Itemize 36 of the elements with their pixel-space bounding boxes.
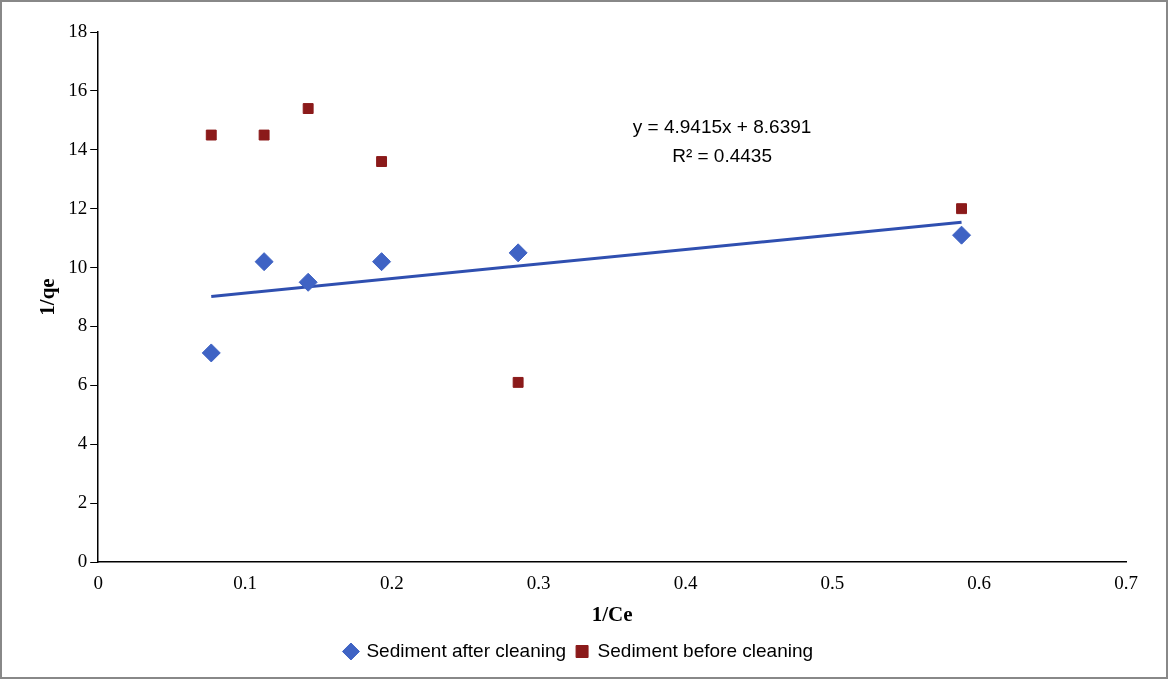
point: [508, 243, 528, 263]
y-tick-label: 2: [77, 491, 88, 513]
y-tick-label: 16: [68, 78, 88, 100]
y-tick-label: 6: [77, 373, 88, 395]
point: [205, 129, 217, 141]
x-axis-title: 1/Ce: [591, 601, 633, 626]
legend-label: Sediment before cleaning: [597, 639, 814, 661]
x-tick-label: 0.7: [1114, 572, 1138, 594]
annotation: y = 4.9415x + 8.6391: [632, 115, 812, 137]
point: [254, 252, 274, 272]
y-tick-label: 4: [77, 432, 88, 454]
point: [201, 343, 221, 363]
y-tick-label: 0: [77, 549, 88, 571]
y-tick-label: 8: [77, 314, 88, 336]
x-tick-label: 0.3: [526, 572, 551, 594]
point: [298, 272, 318, 292]
point: [512, 376, 524, 388]
x-tick-label: 0: [93, 572, 103, 594]
annotation: R² = 0.4435: [672, 144, 772, 166]
x-tick-label: 0.4: [673, 572, 698, 594]
point: [956, 203, 967, 215]
x-tick-label: 0.1: [233, 572, 257, 594]
y-axis-title: 1/qe: [35, 278, 60, 316]
point: [952, 225, 972, 245]
legend-label: Sediment after cleaning: [366, 639, 567, 661]
y-tick-label: 14: [68, 137, 88, 159]
x-tick-label: 0.6: [967, 572, 992, 594]
point: [376, 156, 388, 168]
y-tick-label: 12: [68, 196, 88, 218]
point: [258, 129, 270, 141]
point: [372, 252, 392, 272]
y-tick-label: 18: [68, 19, 88, 41]
x-tick-label: 0.5: [820, 572, 845, 594]
point: [302, 103, 314, 115]
y-tick-label: 10: [68, 255, 88, 277]
x-tick-label: 0.2: [379, 572, 404, 594]
